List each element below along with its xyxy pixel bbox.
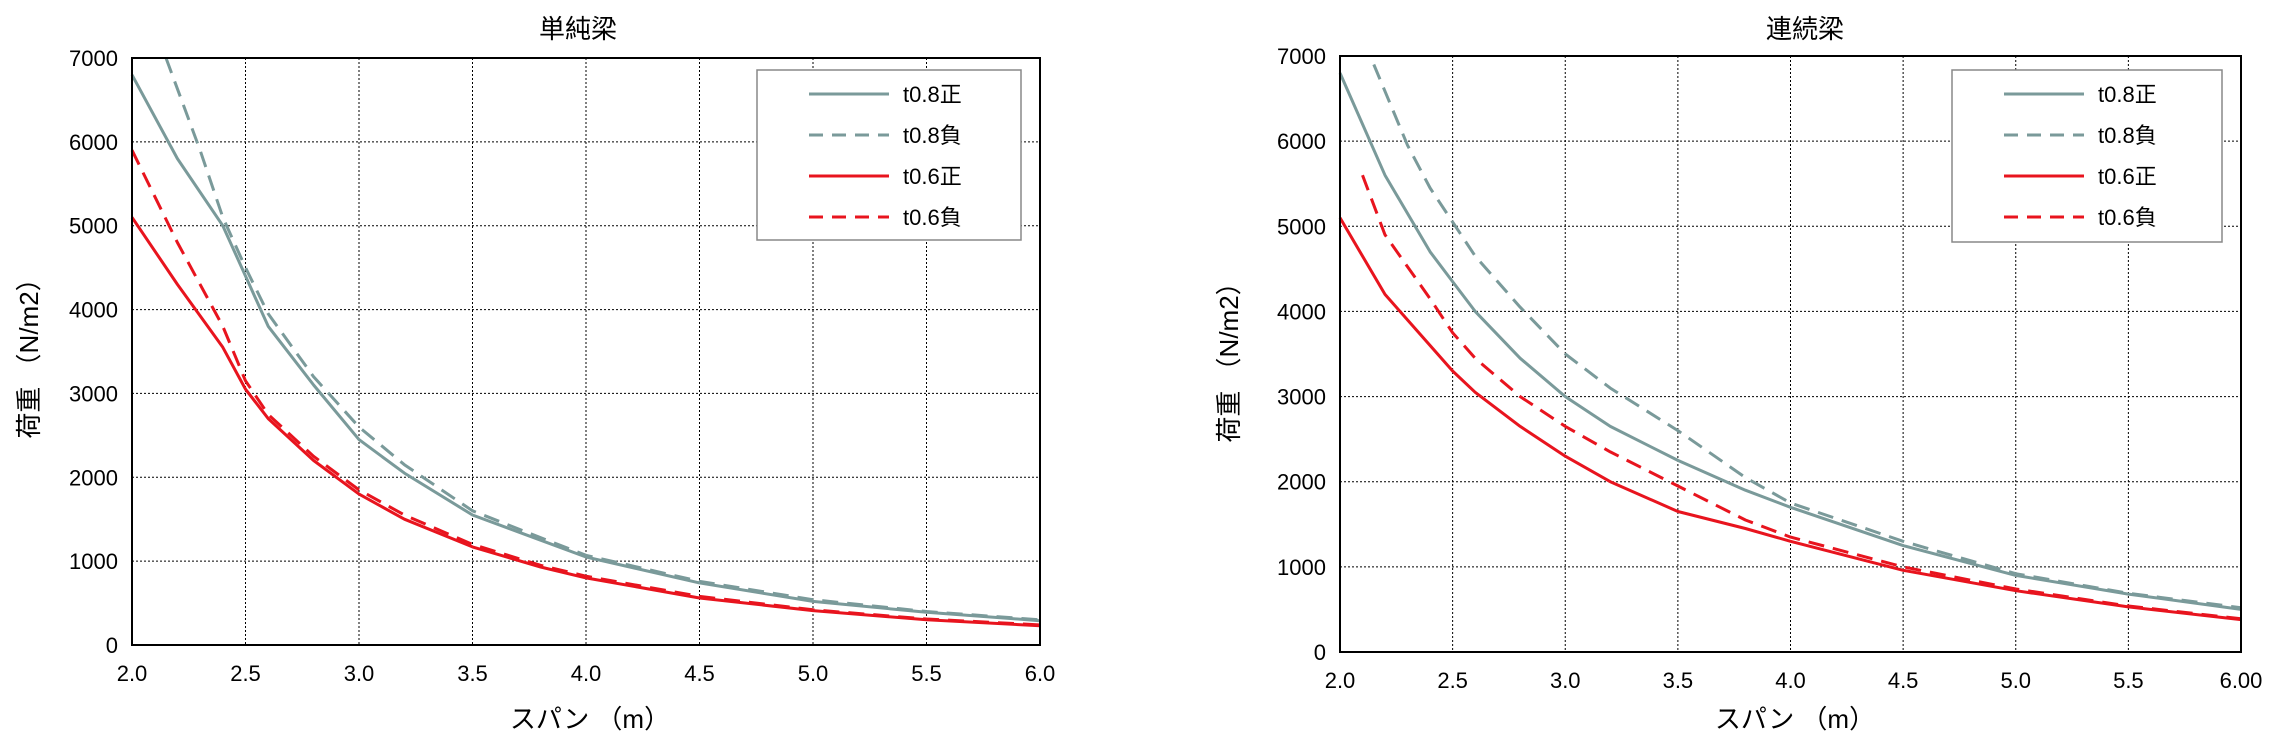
x-tick-label: 5.5: [2113, 668, 2144, 693]
series-line: [1372, 63, 2242, 610]
x-tick-label: 5.0: [798, 661, 829, 686]
x-tick-label: 4.5: [1888, 668, 1919, 693]
x-tick-label: 6.0: [1025, 661, 1056, 686]
grid: [1340, 56, 2241, 652]
series-lines: [1338, 63, 2242, 622]
y-tick-label: 3000: [69, 381, 118, 406]
series-line: [164, 57, 1041, 622]
y-tick-labels: 0 1000 2000 3000 4000 5000 6000 7000: [1277, 44, 1326, 665]
chart-simple-beam: 単純梁 2.0 2.5 3.0 3.5 4.0 4.5 5.0 5.5 6.0 0 1000 200…: [14, 14, 1055, 734]
y-tick-label: 0: [106, 633, 118, 658]
x-tick-label: 5.5: [911, 661, 942, 686]
y-tick-label: 2000: [1277, 470, 1326, 495]
series-line: [1338, 72, 2242, 611]
x-tick-label: 2.5: [230, 661, 261, 686]
x-tick-labels: 2.0 2.5 3.0 3.5 4.0 4.5 5.0 5.5 6.0: [117, 661, 1056, 686]
y-tick-label: 2000: [69, 465, 118, 490]
y-tick-label: 6000: [1277, 129, 1326, 154]
x-tick-label: 2.0: [1325, 668, 1356, 693]
x-tick-label: 3.5: [457, 661, 488, 686]
x-tick-label: 5.0: [2000, 668, 2031, 693]
y-tick-label: 0: [1314, 640, 1326, 665]
x-axis-label: スパン （m）: [1715, 704, 1875, 734]
legend: t0.8正 t0.8負 t0.6正 t0.6負: [1951, 69, 2223, 243]
legend-box: [1951, 69, 2223, 243]
chart-title: 単純梁: [539, 14, 617, 44]
chart-continuous-beam: 連続梁 2.0 2.5 3.0 3.5 4.0 4.5 5.0 5.5 6.00 0 1000 20…: [1214, 14, 2262, 734]
legend-label: t0.8正: [903, 82, 962, 107]
series-line: [130, 74, 1041, 623]
legend-label: t0.8負: [2098, 123, 2157, 148]
x-tick-label: 3.0: [344, 661, 375, 686]
y-tick-label: 7000: [69, 46, 118, 71]
series-line: [130, 149, 1041, 627]
y-axis-label: 荷重 （N/m2）: [1214, 269, 1244, 442]
plot-frame: [1339, 55, 2242, 653]
y-tick-label: 4000: [1277, 299, 1326, 324]
legend-label: t0.8負: [903, 123, 962, 148]
y-tick-label: 5000: [1277, 214, 1326, 239]
x-tick-label: 3.5: [1663, 668, 1694, 693]
legend-label: t0.6正: [2098, 164, 2157, 189]
series-line: [1338, 217, 2242, 622]
x-tick-label: 4.0: [1775, 668, 1806, 693]
chart-title: 連続梁: [1766, 14, 1844, 44]
legend: t0.8正 t0.8負 t0.6正 t0.6負: [756, 69, 1022, 241]
x-axis-label: スパン （m）: [510, 704, 670, 734]
plot-frame: [131, 57, 1041, 646]
x-tick-label: 6.00: [2220, 668, 2263, 693]
legend-label: t0.6負: [2098, 205, 2157, 230]
x-tick-label: 2.0: [117, 661, 148, 686]
y-axis-label: 荷重 （N/m2）: [14, 265, 44, 438]
legend-label: t0.8正: [2098, 82, 2157, 107]
x-tick-labels: 2.0 2.5 3.0 3.5 4.0 4.5 5.0 5.5 6.00: [1325, 668, 2263, 693]
y-tick-label: 1000: [69, 549, 118, 574]
series-line: [1361, 174, 2242, 621]
x-tick-label: 4.0: [571, 661, 602, 686]
legend-label: t0.6正: [903, 164, 962, 189]
x-tick-label: 3.0: [1550, 668, 1581, 693]
y-tick-label: 4000: [69, 298, 118, 323]
legend-label: t0.6負: [903, 205, 962, 230]
y-tick-label: 5000: [69, 214, 118, 239]
series-lines: [130, 57, 1041, 628]
y-tick-label: 7000: [1277, 44, 1326, 69]
y-tick-label: 6000: [69, 130, 118, 155]
x-tick-label: 2.5: [1437, 668, 1468, 693]
x-tick-label: 4.5: [684, 661, 715, 686]
y-tick-label: 3000: [1277, 385, 1326, 410]
y-tick-labels: 0 1000 2000 3000 4000 5000 6000 7000: [69, 46, 118, 658]
y-tick-label: 1000: [1277, 555, 1326, 580]
legend-box: [756, 69, 1022, 241]
